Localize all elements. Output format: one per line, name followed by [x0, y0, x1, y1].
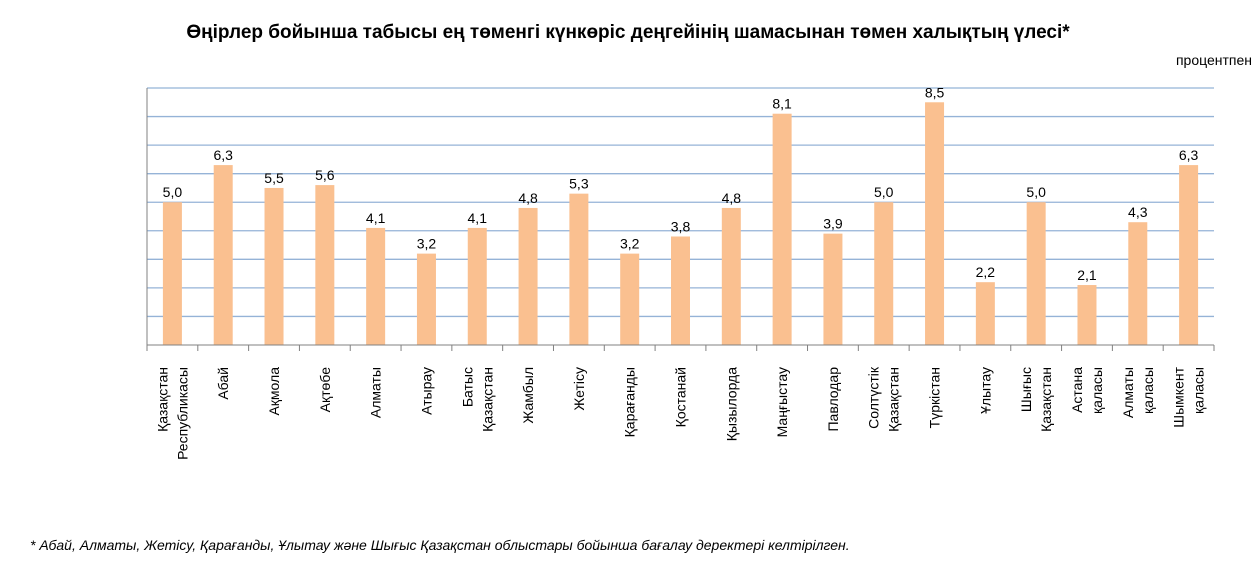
data-label: 3,9 — [823, 216, 843, 232]
category-label: Қызылорда — [723, 367, 739, 441]
bar — [467, 227, 487, 345]
category-label: Маңғыстау — [774, 367, 790, 437]
data-label: 5,0 — [874, 184, 894, 200]
category-label: Алматы — [1120, 367, 1136, 418]
bar — [366, 227, 386, 345]
data-label: 3,8 — [671, 218, 691, 234]
category-label: Қазақстан — [886, 367, 902, 432]
data-label: 2,2 — [976, 264, 996, 280]
axes — [146, 88, 1215, 351]
bar — [671, 236, 690, 345]
data-label: 4,1 — [366, 210, 386, 226]
category-label: Жамбыл — [520, 367, 536, 424]
category-label: Павлодар — [825, 367, 841, 432]
category-label: қаласы — [1140, 367, 1156, 414]
category-label: Атырау — [418, 367, 434, 415]
chart-title: Өңірлер бойынша табысы ең төменгі күнкөр… — [186, 22, 1070, 43]
category-label: Астана — [1069, 367, 1085, 413]
category-label: Солтүстік — [866, 366, 882, 429]
category-label: Қазақстан — [154, 367, 170, 432]
data-label: 4,1 — [468, 210, 488, 226]
category-label: Қазақстан — [1038, 367, 1054, 432]
bar — [620, 253, 640, 345]
bar — [315, 185, 335, 345]
category-label: Қарағанды — [622, 367, 638, 437]
data-label: 5,5 — [264, 170, 284, 186]
category-label: Түркістан — [927, 367, 943, 428]
data-label: 4,8 — [518, 190, 538, 206]
category-label: Батыс — [459, 367, 475, 407]
value-labels: 5,0 6,3 5,5 5,6 4,1 3,2 4,1 4,8 5,3 3,2 3,8 4,8 8,1 3… — [163, 84, 1199, 283]
bar — [264, 187, 284, 345]
data-label: 6,3 — [1179, 147, 1199, 163]
bar — [416, 253, 436, 345]
data-label: 2,1 — [1077, 267, 1097, 283]
category-label: Абай — [215, 367, 231, 400]
data-label: 3,2 — [417, 236, 437, 252]
bars — [162, 102, 1199, 346]
bar — [162, 202, 182, 345]
bar — [975, 282, 995, 345]
category-labels: Қазақстан Республикасы Абай Ақмола Ақтөбе Алм… — [154, 366, 1206, 460]
bar — [874, 202, 894, 345]
data-label: 4,3 — [1128, 204, 1148, 220]
data-label: 3,2 — [620, 236, 640, 252]
bar — [772, 113, 792, 345]
unit-label: процентпен — [1175, 52, 1252, 68]
category-label: Шымкент — [1171, 366, 1187, 427]
category-label: қаласы — [1089, 367, 1105, 414]
bar — [569, 193, 589, 345]
data-label: 5,6 — [315, 167, 335, 183]
data-label: 6,3 — [213, 147, 233, 163]
data-label: 5,0 — [163, 184, 183, 200]
bar — [1179, 165, 1199, 345]
footnote: * Абай, Алматы, Жетісу, Қарағанды, Ұлыта… — [30, 537, 850, 553]
category-label: Ұлытау — [977, 367, 993, 414]
category-label: Ақтөбе — [317, 367, 333, 413]
data-label: 5,0 — [1026, 184, 1046, 200]
bar — [213, 165, 233, 345]
data-label: 8,1 — [772, 96, 792, 112]
category-label: Шығыс — [1018, 367, 1034, 412]
data-label: 8,5 — [925, 84, 945, 100]
category-label: Жетісу — [571, 367, 587, 411]
bar — [925, 102, 945, 346]
data-label: 5,3 — [569, 176, 589, 192]
bar — [823, 233, 843, 345]
bar — [721, 207, 741, 345]
category-label: Республикасы — [174, 367, 190, 460]
category-label: Ақмола — [266, 367, 282, 416]
category-label: Алматы — [368, 367, 384, 418]
bar — [1128, 222, 1148, 345]
data-label: 4,8 — [722, 190, 742, 206]
category-label: қаласы — [1191, 367, 1207, 414]
category-label: Қостанай — [673, 367, 689, 427]
bar — [1026, 202, 1046, 345]
bar — [518, 207, 538, 345]
bar-chart: 5,0 6,3 5,5 5,6 4,1 3,2 4,1 4,8 5,3 3,2 3,8 4,8 8,1 3… — [146, 84, 1215, 460]
category-label: Қазақстан — [479, 367, 495, 432]
bar — [1077, 285, 1097, 345]
